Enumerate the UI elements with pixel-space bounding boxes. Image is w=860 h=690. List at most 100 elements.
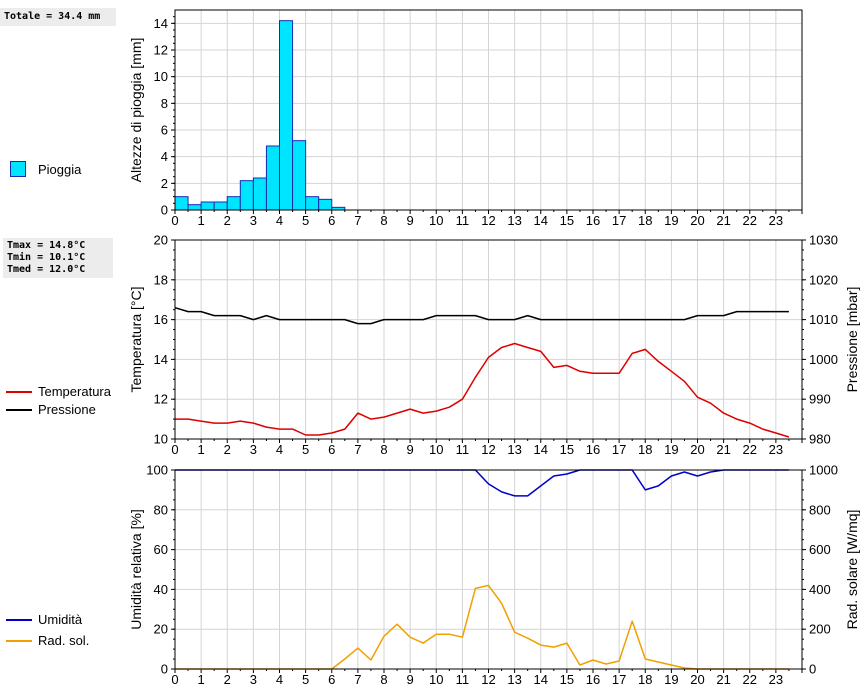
x-tick-label: 9 [407,672,414,687]
x-tick-label: 12 [481,213,495,228]
x-tick-label: 12 [481,442,495,457]
y-axis-title: Temperatura [°C] [128,287,144,393]
y2-tick-label: 200 [809,622,831,637]
x-tick-label: 2 [224,442,231,457]
y-axis-title: Umidità relativa [%] [128,509,144,630]
humidity-line [175,469,789,497]
x-tick-label: 10 [429,213,443,228]
y-tick-label: 0 [161,203,168,218]
tmin-text: Tmin = 10.1°C [7,252,86,263]
x-tick-label: 15 [560,213,574,228]
x-tick-label: 18 [638,442,652,457]
y2-tick-label: 1000 [809,352,838,367]
x-tick-label: 14 [534,213,548,228]
y2-tick-label: 400 [809,582,831,597]
x-tick-label: 19 [664,213,678,228]
x-tick-label: 0 [171,442,178,457]
rain-bar [226,196,241,211]
plot-frame [174,9,803,211]
y-tick-label: 8 [161,96,168,111]
rain-legend-swatch [10,161,26,177]
x-tick-label: 11 [456,442,470,457]
tmax-text: Tmax = 14.8°C [7,240,86,251]
y-tick-label: 20 [154,622,168,637]
x-tick-label: 23 [769,213,783,228]
y-tick-label: 0 [161,662,168,677]
x-tick-label: 21 [716,213,730,228]
x-tick-label: 17 [612,442,626,457]
pressure-legend-label: Pressione [38,402,96,417]
rain-bar [239,180,254,211]
y2-tick-label: 1010 [809,312,838,327]
y-tick-label: 10 [154,432,168,447]
x-tick-label: 0 [171,213,178,228]
chart-panel-1: 0 1 2 3 4 5 6 7 8 9 10 11 12 13 14 15 16 17 18 19 20 21 22 2302… [128,9,803,228]
rain-bar [174,196,189,211]
x-tick-label: 22 [743,442,757,457]
y2-tick-label: 0 [809,662,816,677]
x-tick-label: 21 [716,672,730,687]
rain-bar [265,145,280,211]
y-tick-label: 100 [146,463,168,478]
x-tick-label: 23 [769,442,783,457]
x-tick-label: 17 [612,213,626,228]
x-tick-label: 6 [328,672,335,687]
rain-bar [200,201,215,211]
x-tick-label: 18 [638,213,652,228]
x-tick-label: 10 [429,442,443,457]
x-tick-label: 11 [456,213,470,228]
y-tick-label: 40 [154,582,168,597]
humidity-legend-swatch [6,619,32,621]
humidity-legend-label: Umidità [38,612,83,627]
temperature-legend-swatch [6,391,32,393]
x-tick-label: 22 [743,672,757,687]
plot-frame [174,469,803,670]
x-tick-label: 7 [354,213,361,228]
y-tick-label: 20 [154,233,168,248]
x-tick-label: 3 [250,442,257,457]
y2-tick-label: 800 [809,502,831,517]
x-tick-label: 15 [560,442,574,457]
temperature-legend-label: Temperatura [38,384,111,399]
y2-tick-label: 1000 [809,463,838,478]
plot-frame [174,239,803,440]
rain-bar [292,140,307,211]
radiation-legend-swatch [6,640,32,642]
y-tick-label: 10 [154,69,168,84]
x-tick-label: 4 [276,442,283,457]
y2-tick-label: 990 [809,392,831,407]
rain-bar [305,196,320,211]
rain-total-box: Totale = 34.4 mm [0,8,116,26]
x-tick-label: 7 [354,442,361,457]
x-tick-label: 17 [612,672,626,687]
x-tick-label: 12 [481,672,495,687]
y-tick-label: 60 [154,542,168,557]
x-tick-label: 9 [407,442,414,457]
x-tick-label: 20 [690,672,704,687]
y-tick-label: 2 [161,176,168,191]
x-tick-label: 14 [534,672,548,687]
y2-axis-title: Pressione [mbar] [844,287,860,393]
rain-total-text: Totale = 34.4 mm [4,11,101,22]
y-axis-title: Altezze di pioggia [mm] [128,38,144,183]
x-tick-label: 15 [560,672,574,687]
x-tick-label: 18 [638,672,652,687]
x-tick-label: 16 [586,672,600,687]
x-tick-label: 7 [354,672,361,687]
x-tick-label: 4 [276,213,283,228]
x-tick-label: 16 [586,442,600,457]
temperature-line [175,342,790,438]
x-tick-label: 3 [250,672,257,687]
y2-tick-label: 980 [809,432,831,447]
x-tick-label: 13 [507,213,521,228]
y2-axis-title: Rad. solare [W/mq] [844,510,860,630]
x-tick-label: 5 [302,213,309,228]
y-tick-label: 12 [154,43,168,58]
y-tick-label: 14 [154,352,168,367]
y-tick-label: 18 [154,272,168,287]
rain-bar [318,198,333,211]
x-tick-label: 20 [690,442,704,457]
x-tick-label: 19 [664,442,678,457]
x-tick-label: 1 [198,213,205,228]
